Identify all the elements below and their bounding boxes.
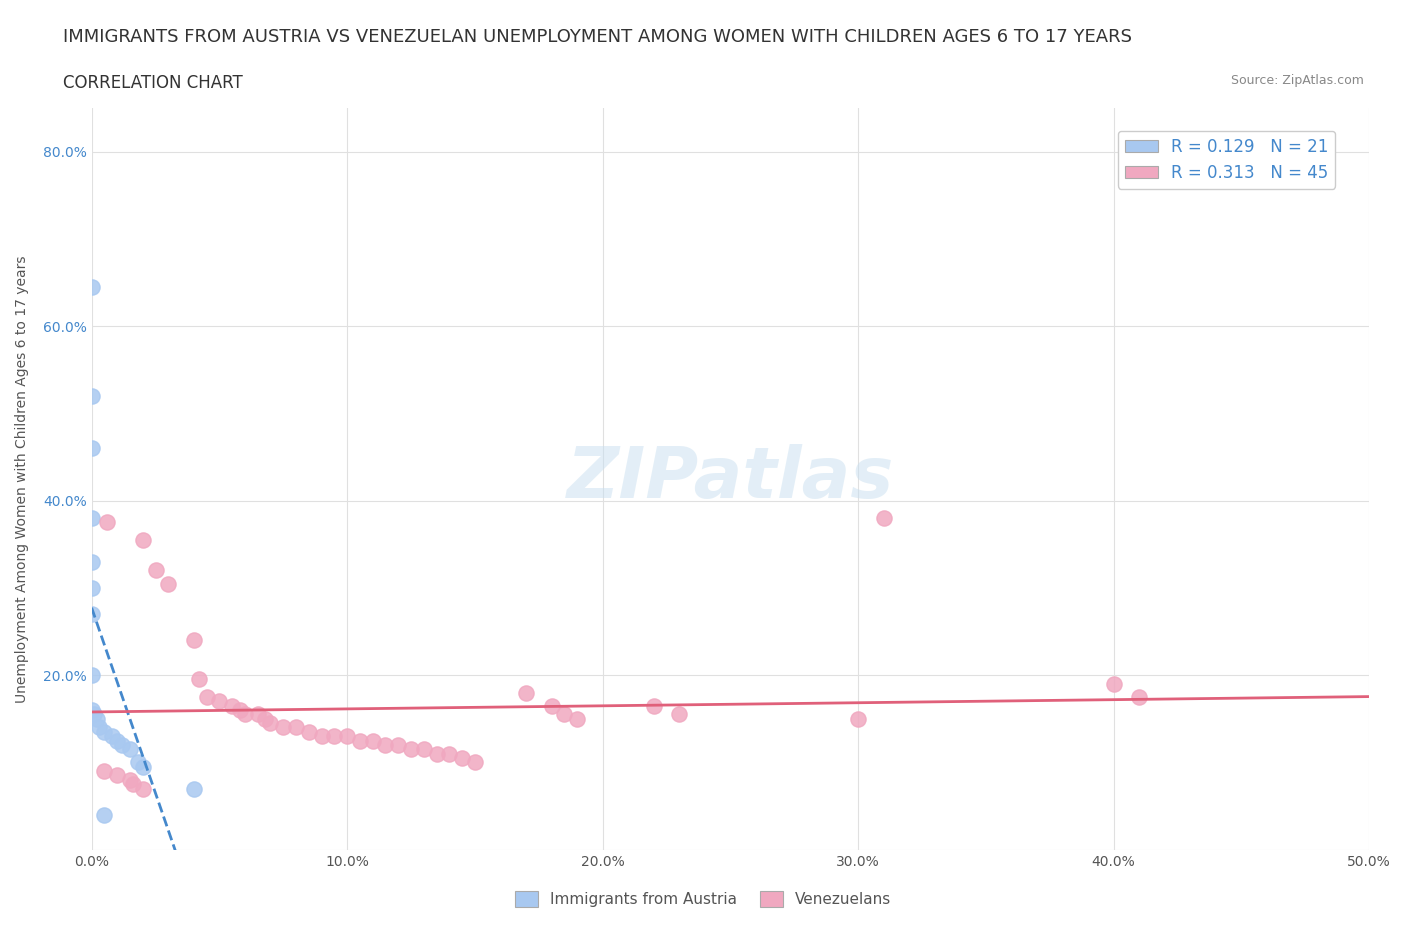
Text: IMMIGRANTS FROM AUSTRIA VS VENEZUELAN UNEMPLOYMENT AMONG WOMEN WITH CHILDREN AGE: IMMIGRANTS FROM AUSTRIA VS VENEZUELAN UN… xyxy=(63,28,1132,46)
Point xyxy=(873,511,896,525)
Point xyxy=(221,698,243,713)
Point xyxy=(195,689,218,704)
Point xyxy=(105,733,128,748)
Y-axis label: Unemployment Among Women with Children Ages 6 to 17 years: Unemployment Among Women with Children A… xyxy=(15,255,30,702)
Point xyxy=(86,711,108,726)
Point xyxy=(80,389,103,404)
Point xyxy=(80,554,103,569)
Text: CORRELATION CHART: CORRELATION CHART xyxy=(63,74,243,92)
Text: ZIPatlas: ZIPatlas xyxy=(567,445,894,513)
Point xyxy=(132,781,155,796)
Point xyxy=(80,606,103,621)
Point xyxy=(374,737,396,752)
Point xyxy=(271,720,294,735)
Point xyxy=(187,672,209,687)
Point xyxy=(540,698,562,713)
Point xyxy=(439,746,461,761)
Point xyxy=(157,576,180,591)
Point xyxy=(846,711,869,726)
Point xyxy=(145,563,167,578)
Point xyxy=(451,751,474,765)
Point xyxy=(101,729,124,744)
Point xyxy=(118,773,141,788)
Point xyxy=(96,515,118,530)
Point xyxy=(515,685,537,700)
Point xyxy=(1128,689,1150,704)
Point xyxy=(361,733,384,748)
Point xyxy=(254,711,277,726)
Point xyxy=(425,746,447,761)
Point xyxy=(229,702,252,717)
Point xyxy=(83,707,105,722)
Legend: Immigrants from Austria, Venezuelans: Immigrants from Austria, Venezuelans xyxy=(509,884,897,913)
Text: Source: ZipAtlas.com: Source: ZipAtlas.com xyxy=(1230,74,1364,87)
Point xyxy=(298,724,321,739)
Point xyxy=(183,632,205,647)
Point xyxy=(93,764,115,778)
Point xyxy=(285,720,308,735)
Point xyxy=(121,777,143,791)
Point xyxy=(208,694,231,709)
Point xyxy=(111,737,134,752)
Point xyxy=(464,755,486,770)
Point xyxy=(412,742,434,757)
Point xyxy=(233,707,256,722)
Point xyxy=(553,707,575,722)
Point xyxy=(118,742,141,757)
Point xyxy=(105,768,128,783)
Point xyxy=(132,759,155,774)
Point xyxy=(89,720,111,735)
Point xyxy=(311,729,333,744)
Point xyxy=(80,279,103,294)
Point xyxy=(132,533,155,548)
Point xyxy=(643,698,665,713)
Point xyxy=(336,729,359,744)
Legend: R = 0.129   N = 21, R = 0.313   N = 45: R = 0.129 N = 21, R = 0.313 N = 45 xyxy=(1118,131,1336,189)
Point xyxy=(1102,676,1125,691)
Point xyxy=(80,668,103,683)
Point xyxy=(259,716,281,731)
Point xyxy=(668,707,690,722)
Point xyxy=(80,511,103,525)
Point xyxy=(246,707,269,722)
Point xyxy=(93,724,115,739)
Point xyxy=(80,441,103,456)
Point xyxy=(349,733,371,748)
Point xyxy=(399,742,422,757)
Point xyxy=(127,755,149,770)
Point xyxy=(93,807,115,822)
Point xyxy=(323,729,346,744)
Point xyxy=(183,781,205,796)
Point xyxy=(80,702,103,717)
Point xyxy=(80,580,103,595)
Point xyxy=(387,737,409,752)
Point xyxy=(565,711,588,726)
